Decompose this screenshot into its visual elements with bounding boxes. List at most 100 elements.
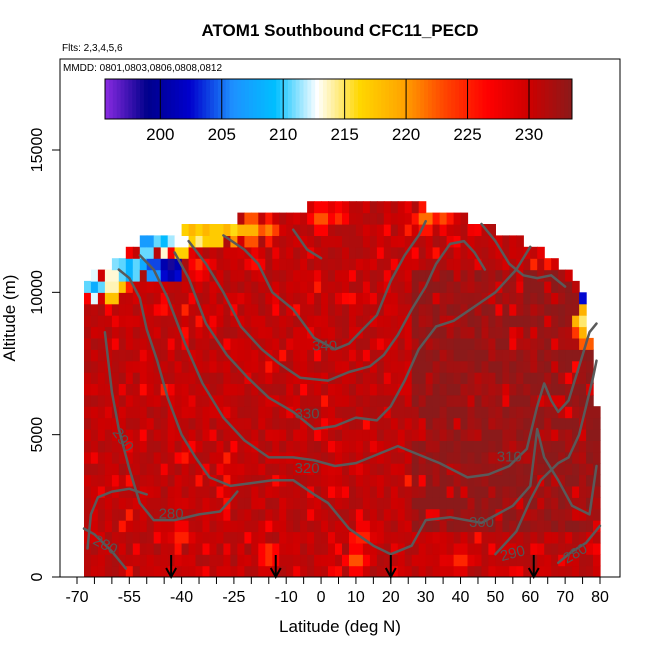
colorbar-swatch (252, 79, 258, 119)
heatmap-cell (376, 246, 385, 259)
heatmap-cell (404, 394, 413, 407)
heatmap-cell (335, 292, 343, 305)
heatmap-cell (397, 497, 406, 510)
colorbar-swatch (186, 79, 192, 119)
heatmap-cell (195, 246, 204, 259)
heatmap-cell (516, 417, 524, 430)
heatmap-cell (265, 485, 273, 498)
heatmap-cell (509, 520, 517, 533)
heatmap-cell (216, 315, 225, 328)
heatmap-cell (418, 372, 427, 384)
heatmap-cell (544, 520, 552, 533)
heatmap-cell (558, 394, 566, 407)
heatmap-cell (118, 531, 127, 544)
heatmap-cell (432, 394, 441, 407)
heatmap-cell (551, 485, 559, 498)
colorbar-swatch (365, 79, 371, 119)
heatmap-cell (314, 224, 322, 236)
heatmap-cell (383, 269, 392, 282)
heatmap-cell (97, 326, 106, 339)
colorbar-swatch (338, 79, 343, 119)
heatmap-cell (481, 485, 490, 498)
heatmap-cell (342, 303, 350, 316)
x-tick-label: -70 (65, 589, 88, 606)
heatmap-cell (474, 542, 483, 555)
colorbar-swatch (198, 79, 203, 119)
heatmap-cell (530, 303, 538, 316)
heatmap-cell (349, 269, 357, 282)
heatmap-cell (279, 212, 287, 225)
heatmap-cell (390, 337, 399, 350)
colorbar-swatch (225, 79, 231, 119)
heatmap-cell (349, 349, 357, 362)
heatmap-cell (502, 349, 510, 362)
colorbar-swatch (311, 79, 316, 119)
heatmap-cell (237, 440, 245, 453)
heatmap-cell (425, 224, 434, 236)
heatmap-cell (216, 463, 225, 476)
heatmap-cell (314, 372, 322, 384)
heatmap-cell (481, 440, 490, 453)
heatmap-cell (446, 417, 455, 430)
heatmap-cell (286, 554, 294, 567)
heatmap-cell (300, 497, 308, 510)
heatmap-cell (335, 224, 343, 236)
heatmap-cell (230, 508, 238, 521)
heatmap-cell (132, 417, 141, 430)
heatmap-cell (411, 326, 420, 339)
heatmap-cell (314, 280, 322, 293)
heatmap-cell (335, 497, 343, 510)
heatmap-cell (286, 224, 294, 236)
heatmap-cell (181, 497, 190, 510)
heatmap-cell (495, 474, 503, 487)
heatmap-cell (111, 383, 120, 396)
heatmap-cell (321, 463, 329, 476)
heatmap-cell (209, 349, 218, 362)
heatmap-cell (369, 383, 378, 396)
heatmap-cell (418, 474, 427, 487)
colorbar-swatch (392, 79, 398, 119)
heatmap-cell (446, 406, 455, 419)
heatmap-cell (258, 383, 266, 396)
heatmap-cell (390, 406, 399, 419)
heatmap-cell (328, 326, 336, 339)
heatmap-cell (488, 508, 496, 521)
heatmap-cell (551, 269, 559, 282)
heatmap-cell (132, 337, 141, 350)
heatmap-cell (118, 394, 127, 407)
heatmap-cell (328, 554, 336, 567)
heatmap-cell (390, 485, 399, 498)
heatmap-cell (558, 315, 566, 328)
heatmap-cell (237, 303, 245, 316)
heatmap-cell (502, 565, 510, 577)
heatmap-cell (335, 360, 343, 373)
heatmap-cell (342, 531, 350, 544)
heatmap-cell (153, 417, 162, 430)
heatmap-cell (411, 372, 420, 384)
heatmap-cell (551, 315, 559, 328)
heatmap-cell (265, 212, 273, 225)
x-axis-label: Latitude (deg N) (279, 617, 401, 636)
heatmap-cell (502, 292, 510, 305)
heatmap-cell (188, 554, 197, 567)
heatmap-cell (160, 474, 169, 487)
heatmap-cell (118, 303, 127, 316)
heatmap-cell (251, 474, 259, 487)
heatmap-cell (565, 372, 573, 384)
heatmap-cell (84, 337, 92, 350)
heatmap-cell (509, 542, 517, 555)
heatmap-cell (453, 520, 462, 533)
heatmap-cell (397, 565, 406, 577)
heatmap-cell (439, 280, 448, 293)
heatmap-cell (530, 497, 538, 510)
heatmap-cell (432, 337, 441, 350)
heatmap-cell (307, 303, 315, 316)
colorbar-swatch (190, 79, 196, 119)
heatmap-cell (335, 326, 343, 339)
heatmap-cell (502, 451, 510, 464)
heatmap-cell (216, 531, 225, 544)
heatmap-cell (328, 258, 336, 271)
heatmap-cell (167, 292, 176, 305)
heatmap-cell (321, 246, 329, 259)
heatmap-cell (153, 429, 162, 441)
